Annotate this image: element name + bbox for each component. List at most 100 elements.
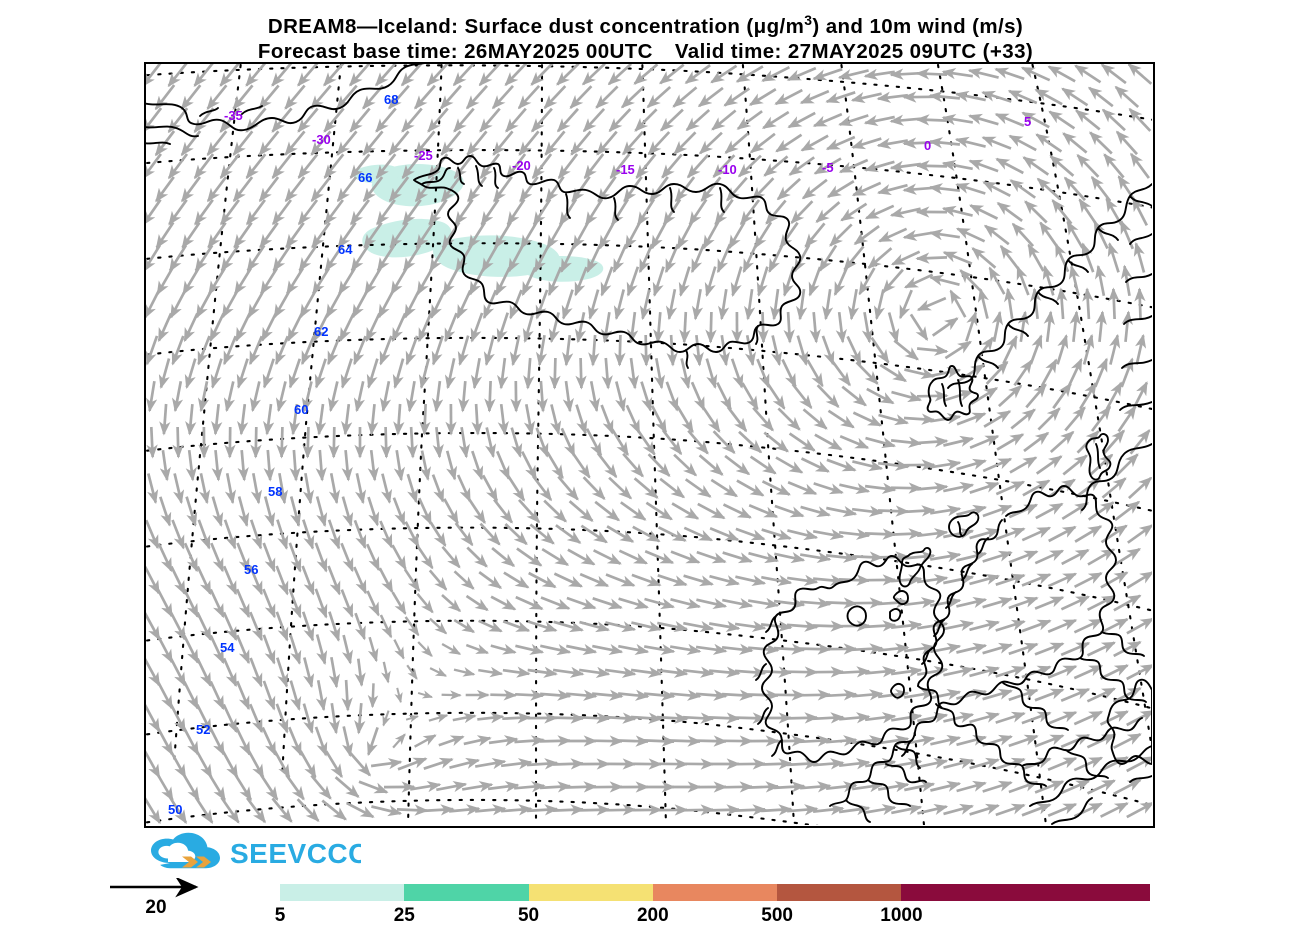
wind-arrow bbox=[346, 680, 348, 710]
wind-arrow bbox=[761, 764, 791, 765]
seevccc-logo[interactable]: SEEVCCC bbox=[146, 832, 361, 872]
wind-arrow bbox=[878, 511, 908, 512]
wind-arrow bbox=[386, 427, 387, 457]
map-svg: -35 -30 -25 -20 -15 -10 -5 0 5 68 66 64 … bbox=[146, 64, 1152, 825]
wind-arrow bbox=[151, 427, 152, 457]
wind-arrow bbox=[839, 671, 869, 673]
logo-svg: SEEVCCC bbox=[146, 832, 361, 872]
lat-label-50: 50 bbox=[168, 802, 182, 817]
lon-label--5: -5 bbox=[822, 160, 834, 175]
reference-arrow-icon bbox=[108, 878, 218, 898]
wind-arrow bbox=[787, 763, 817, 765]
wind-arrow bbox=[917, 119, 947, 120]
lat-label-56: 56 bbox=[244, 562, 258, 577]
wind-arrow bbox=[696, 741, 726, 742]
wind-arrow bbox=[788, 312, 790, 342]
wind-arrow bbox=[540, 786, 570, 788]
wind-arrow bbox=[800, 740, 830, 742]
wind-arrow bbox=[904, 510, 934, 512]
wind-arrow bbox=[334, 427, 335, 457]
wind-arrow bbox=[502, 717, 529, 718]
wind-arrow bbox=[761, 671, 791, 672]
wind-arrow bbox=[553, 764, 583, 765]
wind-arrow bbox=[865, 533, 895, 534]
lon-label--30: -30 bbox=[312, 132, 331, 147]
wind-arrow bbox=[566, 787, 596, 788]
wind-arrow bbox=[1140, 289, 1141, 319]
lon-label--20: -20 bbox=[512, 158, 531, 173]
wind-arrow bbox=[917, 396, 947, 397]
wind-arrow bbox=[709, 717, 739, 718]
wind-arrow bbox=[826, 602, 856, 603]
wind-arrow bbox=[670, 741, 700, 742]
title-unit: μg/m bbox=[754, 15, 805, 38]
colorbar[interactable] bbox=[280, 884, 1150, 901]
wind-arrow bbox=[489, 381, 490, 411]
wind-arrow bbox=[555, 358, 556, 388]
wind-arrow bbox=[579, 717, 609, 718]
wind-arrow bbox=[423, 809, 453, 811]
wind-arrow bbox=[282, 427, 283, 457]
lat-label-58: 58 bbox=[268, 484, 282, 499]
wind-arrow bbox=[774, 648, 804, 650]
wind-arrow bbox=[761, 809, 791, 811]
colorbar-band-6 bbox=[1026, 884, 1150, 901]
wind-arrow bbox=[711, 312, 712, 342]
wind-arrow bbox=[891, 73, 921, 75]
wind-arrow bbox=[917, 166, 947, 167]
wind-arrow bbox=[748, 786, 778, 787]
wind-arrow bbox=[553, 809, 583, 810]
wind-arrow bbox=[397, 809, 427, 810]
wind-arrow bbox=[411, 427, 413, 457]
lat-label-64: 64 bbox=[338, 242, 353, 257]
wind-arrow bbox=[424, 404, 425, 434]
wind-arrow bbox=[592, 741, 622, 742]
lat-label-52: 52 bbox=[196, 722, 210, 737]
forecast-base-time: Forecast base time: 26MAY2025 00UTC bbox=[258, 40, 653, 63]
wind-arrow bbox=[256, 427, 257, 457]
lat-label-62: 62 bbox=[314, 324, 328, 339]
wind-arrow bbox=[917, 257, 947, 258]
colorbar-band-2 bbox=[529, 884, 653, 901]
wind-arrow bbox=[644, 740, 674, 741]
wind-arrow bbox=[373, 683, 374, 706]
wind-arrow bbox=[178, 427, 179, 457]
lon-label--10: -10 bbox=[718, 162, 737, 177]
wind-arrow bbox=[891, 488, 921, 489]
title-suffix: ) and 10m wind (m/s) bbox=[812, 15, 1023, 38]
colorbar-label-5: 5 bbox=[275, 905, 286, 927]
colorbar-label-200: 200 bbox=[637, 905, 669, 927]
wind-arrow bbox=[1087, 289, 1089, 319]
lat-label-60: 60 bbox=[294, 402, 308, 417]
wind-reference-value: 20 bbox=[108, 897, 204, 919]
wind-reference-arrow: 20 bbox=[108, 878, 218, 920]
wind-arrow bbox=[683, 717, 713, 719]
lat-label-68: 68 bbox=[384, 92, 398, 107]
colorbar-band-5 bbox=[901, 884, 1025, 901]
wind-arrow bbox=[553, 718, 583, 719]
wind-arrow bbox=[763, 312, 764, 342]
wind-arrow bbox=[540, 741, 570, 742]
page-title: DREAM8—Iceland: Surface dust concentrati… bbox=[0, 8, 1291, 39]
wind-arrow bbox=[774, 741, 804, 742]
wind-arrow bbox=[476, 404, 478, 434]
lat-label-54: 54 bbox=[220, 640, 235, 655]
wind-arrow bbox=[748, 695, 778, 696]
valid-time: Valid time: 27MAY2025 09UTC (+33) bbox=[675, 40, 1033, 63]
wind-arrow bbox=[618, 741, 648, 742]
colorbar-band-4 bbox=[777, 884, 901, 901]
wind-arrow bbox=[800, 695, 830, 696]
wind-arrow bbox=[865, 625, 895, 627]
wind-arrow bbox=[657, 717, 687, 719]
wind-arrow bbox=[605, 810, 635, 811]
map-plot-area[interactable]: -35 -30 -25 -20 -15 -10 -5 0 5 68 66 64 … bbox=[144, 62, 1155, 828]
colorbar-band-3 bbox=[653, 884, 777, 901]
wind-arrow bbox=[826, 694, 856, 696]
wind-arrow bbox=[787, 672, 817, 673]
wind-arrow bbox=[515, 694, 543, 695]
colorbar-band-0 bbox=[280, 884, 404, 901]
wind-arrow bbox=[800, 649, 830, 650]
wind-arrow bbox=[735, 718, 765, 719]
wind-arrow bbox=[735, 809, 765, 810]
